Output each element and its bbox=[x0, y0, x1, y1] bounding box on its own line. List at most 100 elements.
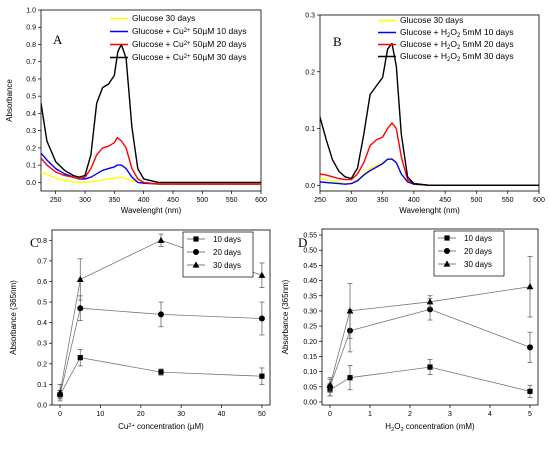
y-tick-label: 0.8 bbox=[37, 238, 47, 245]
chart-panel-c: 0 10 20 30 40 50 0.0 0.1 0.2 0.3 0.4 0.5 0.6 0.7 0.8C C… bbox=[9, 229, 271, 431]
x-tick-label: 250 bbox=[50, 197, 62, 204]
x-tick-label: 2 bbox=[408, 411, 412, 418]
x-tick-label: 0 bbox=[328, 411, 332, 418]
data-point-triangle bbox=[346, 307, 354, 314]
x-axis-label: Wavelenght (nm) bbox=[399, 206, 460, 215]
plot-frame bbox=[321, 228, 539, 406]
y-axis-label: Absorbance (365nm) bbox=[281, 279, 290, 354]
x-tick-label: 400 bbox=[408, 197, 420, 204]
x-tick-label: 1 bbox=[368, 411, 372, 418]
legend-label-part: 2 bbox=[457, 33, 460, 39]
x-tick-label: 250 bbox=[314, 197, 326, 204]
x-axis-label-part: concentration (µM) bbox=[135, 422, 204, 431]
y-tick-label: 0.25 bbox=[303, 324, 317, 331]
data-point-square bbox=[77, 355, 83, 361]
y-tick-label: 0.0 bbox=[37, 403, 47, 410]
data-point-square bbox=[427, 364, 433, 370]
legend-label-part: 5mM 20 days bbox=[460, 39, 513, 49]
data-point-square bbox=[158, 369, 164, 375]
plot-frame bbox=[319, 14, 540, 192]
legend-label: 10 days bbox=[464, 234, 492, 243]
panel-label: B bbox=[333, 34, 342, 49]
series-line-1 bbox=[329, 308, 531, 387]
data-point-square bbox=[259, 373, 265, 379]
y-tick-label: 0.20 bbox=[303, 339, 317, 346]
legend-marker-circle bbox=[193, 249, 199, 255]
legend-label: Glucose + Cu2+ 50µM 20 days bbox=[132, 39, 246, 49]
y-tick-label: 0.3 bbox=[26, 128, 36, 135]
plot-area bbox=[320, 42, 539, 187]
legend-label-part: O bbox=[450, 39, 457, 49]
legend: Glucose 30 days Glucose + Cu2+ 50µM 10 da… bbox=[110, 13, 246, 62]
x-tick-label: 450 bbox=[167, 197, 179, 204]
legend-marker-triangle bbox=[443, 260, 451, 267]
y-tick-label: 0.1 bbox=[26, 163, 36, 170]
series-line-1 bbox=[41, 152, 261, 185]
data-point-square bbox=[347, 375, 353, 381]
x-tick-label: 500 bbox=[471, 197, 483, 204]
plot-area bbox=[329, 286, 531, 392]
x-tick-label: 30 bbox=[177, 411, 185, 418]
y-tick-label: 0.45 bbox=[303, 263, 317, 270]
y-tick-label: 0.1 bbox=[305, 126, 315, 133]
plot-frame bbox=[40, 9, 262, 192]
x-axis-label: H2O2 concentration (mM) bbox=[385, 422, 475, 433]
data-point-triangle bbox=[326, 381, 334, 388]
data-point-triangle bbox=[526, 283, 534, 290]
y-tick-label: 0.7 bbox=[37, 258, 47, 265]
legend-label-part: 2+ bbox=[184, 28, 191, 34]
legend-label: Glucose + Cu2+ 50µM 10 days bbox=[132, 26, 246, 36]
y-tick-label: 0.3 bbox=[305, 13, 315, 20]
legend-label-part: 5mM 10 days bbox=[460, 27, 513, 37]
legend-label: 20 days bbox=[213, 248, 241, 257]
legend-label-part: O bbox=[450, 51, 457, 61]
data-point-circle bbox=[77, 305, 84, 312]
legend-label: Glucose + H2O2 5mM 20 days bbox=[400, 39, 514, 51]
x-tick-label: 0 bbox=[58, 411, 62, 418]
legend-label-part: 2 bbox=[457, 57, 460, 63]
data-point-triangle bbox=[426, 298, 434, 305]
x-tick-label: 500 bbox=[196, 197, 208, 204]
y-tick-label: 0.50 bbox=[303, 248, 317, 255]
panel-label: A bbox=[53, 32, 63, 47]
x-axis-label-part: 2 bbox=[400, 427, 403, 433]
data-point-triangle bbox=[258, 271, 266, 278]
y-tick-label: 0.5 bbox=[37, 300, 47, 307]
x-axis-label: Wavelenght (nm) bbox=[121, 206, 182, 215]
legend: 10 days 20 days 30 days bbox=[433, 230, 505, 277]
legend-label: 20 days bbox=[464, 247, 492, 256]
legend-label: Glucose 30 days bbox=[400, 15, 463, 25]
legend-label: 30 days bbox=[213, 261, 241, 270]
legend-label-part: 2 bbox=[447, 45, 450, 51]
x-tick-label: 350 bbox=[108, 197, 120, 204]
legend-label: Glucose + H2O2 5mM 10 days bbox=[400, 27, 514, 39]
y-tick-label: 0.4 bbox=[37, 320, 47, 327]
x-tick-label: 450 bbox=[439, 197, 451, 204]
y-tick-label: 0.4 bbox=[26, 111, 36, 118]
legend-label-part: Glucose 30 days bbox=[132, 13, 195, 23]
x-tick-label: 50 bbox=[258, 411, 266, 418]
legend-label: 30 days bbox=[464, 260, 492, 269]
x-tick-label: 550 bbox=[502, 197, 514, 204]
legend-label-part: 2+ bbox=[184, 41, 191, 47]
legend-label-part: O bbox=[450, 27, 457, 37]
chart-panel-d: 0 1 2 3 4 5 0.00 0.05 0.10 0.15 0.20 0.25 0.30 0.35 0.… bbox=[281, 228, 539, 433]
series-line-0 bbox=[41, 171, 261, 184]
x-axis-label-part: concentration (mM) bbox=[404, 422, 475, 431]
series-line-3 bbox=[41, 43, 261, 184]
y-tick-label: 0.9 bbox=[26, 25, 36, 32]
y-tick-label: 0.6 bbox=[37, 279, 47, 286]
panel-label: D bbox=[298, 235, 307, 250]
x-axis-label-part: 2 bbox=[391, 427, 394, 433]
legend-label-part: 2 bbox=[447, 57, 450, 63]
y-tick-label: 0.10 bbox=[303, 369, 317, 376]
legend-label-part: 50µM 20 days bbox=[191, 39, 247, 49]
x-tick-label: 350 bbox=[377, 197, 389, 204]
series-line-1 bbox=[320, 158, 539, 187]
legend-label-part: 2+ bbox=[184, 54, 191, 60]
x-tick-label: 600 bbox=[255, 197, 267, 204]
series-line-1 bbox=[59, 307, 262, 395]
legend-label-part: Glucose + H bbox=[400, 27, 447, 37]
legend-label-part: Glucose + Cu bbox=[132, 39, 184, 49]
